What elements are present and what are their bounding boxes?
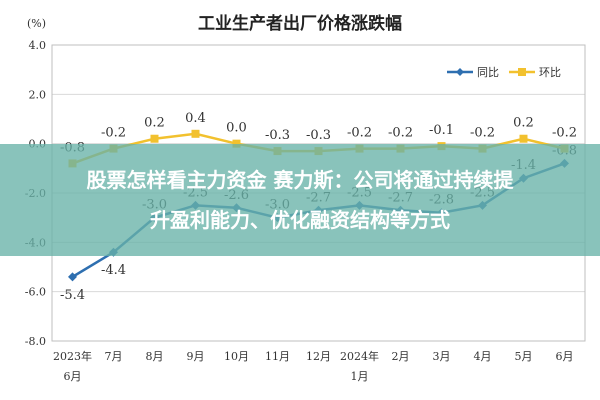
x-tick-label: 12月 bbox=[306, 350, 331, 363]
series-2-point bbox=[232, 139, 241, 148]
data-label: 0.4 bbox=[185, 111, 206, 126]
data-label: -0.2 bbox=[101, 126, 126, 141]
series-2-point bbox=[519, 134, 528, 143]
overlay-banner[interactable]: 股票怎样看主力资金 赛力斯：公司将通过持续提 升盈利能力、优化融资结构等方式 bbox=[0, 144, 600, 256]
x-tick-label: 10月 bbox=[224, 350, 249, 363]
y-axis-unit: (%) bbox=[27, 17, 46, 30]
overlay-line-1: 股票怎样看主力资金 赛力斯：公司将通过持续提 bbox=[86, 168, 514, 192]
series-2-point bbox=[150, 134, 159, 143]
data-label: -0.2 bbox=[388, 126, 413, 141]
data-label: -4.4 bbox=[101, 263, 126, 278]
y-tick-label: 4.0 bbox=[29, 39, 47, 52]
legend-label: 环比 bbox=[539, 66, 561, 79]
x-tick-label: 2月 bbox=[392, 350, 410, 363]
x-tick-label: 4月 bbox=[474, 350, 492, 363]
y-tick-label: 2.0 bbox=[29, 88, 47, 101]
x-tick-label: 3月 bbox=[433, 350, 451, 363]
x-tick-label: 2023年 6月 bbox=[53, 349, 92, 383]
data-label: 0.2 bbox=[513, 116, 534, 131]
x-tick-label: 8月 bbox=[146, 350, 164, 363]
x-tick-label: 2024年 1月 bbox=[340, 349, 379, 383]
legend-label: 同比 bbox=[477, 66, 499, 79]
data-label: 0.0 bbox=[226, 121, 247, 136]
y-tick-label: -6.0 bbox=[25, 286, 46, 299]
chart-title: 工业生产者出厂价格涨跌幅 bbox=[198, 13, 402, 34]
data-label: 0.2 bbox=[144, 116, 165, 131]
legend-marker bbox=[518, 68, 526, 76]
y-tick-label: -8.0 bbox=[25, 335, 46, 348]
data-label: -0.1 bbox=[429, 123, 454, 138]
data-label: -0.3 bbox=[265, 128, 290, 143]
x-tick-label: 9月 bbox=[187, 350, 205, 363]
data-label: -0.2 bbox=[347, 126, 372, 141]
series-2-point bbox=[191, 129, 200, 138]
data-label: -5.4 bbox=[60, 288, 85, 303]
data-label: -0.2 bbox=[552, 126, 577, 141]
x-tick-label: 11月 bbox=[265, 350, 290, 363]
overlay-line-2: 升盈利能力、优化融资结构等方式 bbox=[150, 208, 450, 232]
legend-marker bbox=[456, 68, 464, 76]
data-label: -0.3 bbox=[306, 128, 331, 143]
x-tick-label: 7月 bbox=[105, 350, 123, 363]
series-1-point bbox=[68, 272, 77, 282]
x-tick-label: 5月 bbox=[515, 350, 533, 363]
data-label: -0.2 bbox=[470, 126, 495, 141]
x-tick-label: 6月 bbox=[556, 350, 574, 363]
